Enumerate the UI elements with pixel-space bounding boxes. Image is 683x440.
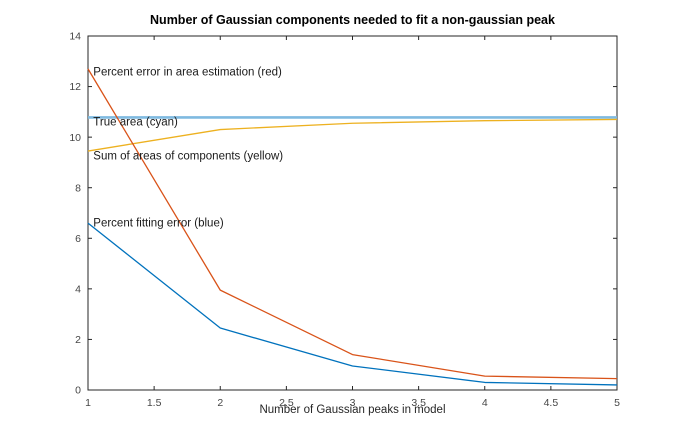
y-tick-label: 2	[75, 334, 81, 346]
y-tick-label: 0	[75, 385, 81, 397]
x-tick-label: 4	[482, 397, 488, 409]
x-tick-label: 2	[217, 397, 223, 409]
annotation-2: True area (cyan)	[93, 116, 178, 128]
series-line-sum-of-areas	[87, 118, 618, 152]
y-tick-label: 10	[69, 132, 81, 144]
plot-box	[87, 35, 618, 391]
y-tick-label: 14	[69, 31, 81, 43]
x-tick-label: 4.5	[544, 397, 559, 409]
x-tick-label: 2.5	[279, 397, 294, 409]
annotation-3: Sum of areas of components (yellow)	[93, 151, 283, 163]
y-tick-label: 12	[69, 81, 81, 93]
x-tick-label: 1.5	[147, 397, 162, 409]
y-tick-label: 6	[75, 233, 81, 245]
x-tick-label: 5	[614, 397, 620, 409]
series-line-percent-error-area	[87, 68, 618, 380]
x-axis-label: Number of Gaussian peaks in model	[259, 404, 446, 416]
y-tick-label: 4	[75, 284, 81, 296]
x-tick-label: 1	[85, 397, 91, 409]
x-tick-label: 3.5	[411, 397, 426, 409]
annotation-1: Percent error in area estimation (red)	[93, 66, 282, 78]
chart-title: Number of Gaussian components needed to …	[150, 13, 555, 27]
x-tick-label: 3	[350, 397, 356, 409]
y-tick-label: 8	[75, 182, 81, 194]
annotation-4: Percent fitting error (blue)	[93, 218, 224, 230]
series-line-percent-fitting-error	[87, 222, 618, 386]
